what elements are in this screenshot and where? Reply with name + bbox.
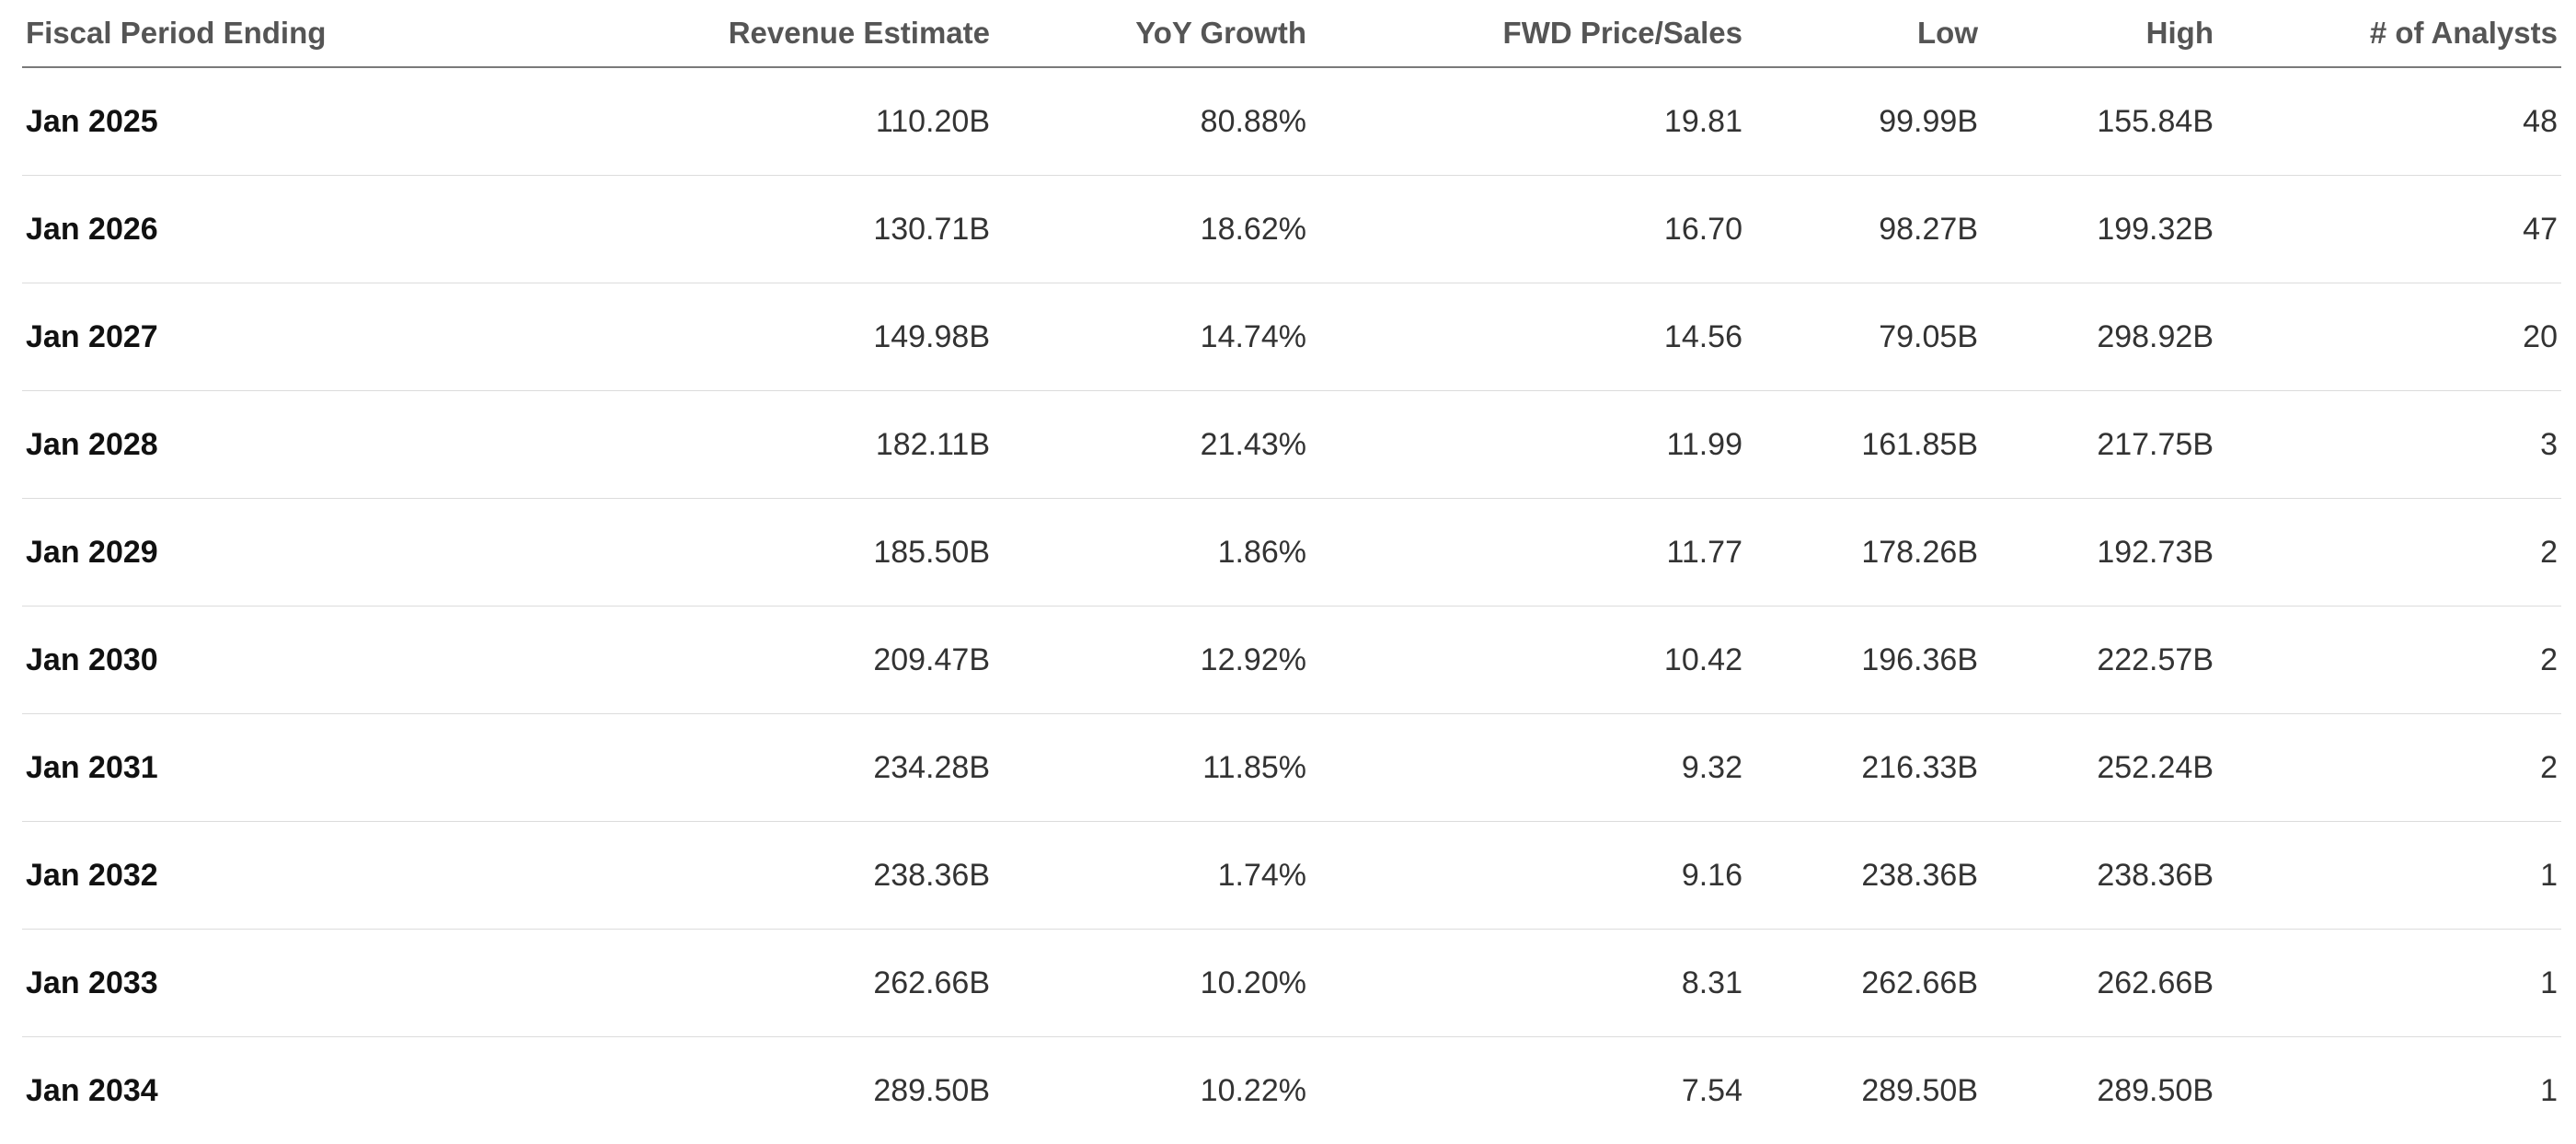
cell-low: 238.36B xyxy=(1746,822,1982,930)
cell-ps: 9.16 xyxy=(1310,822,1746,930)
cell-high: 155.84B xyxy=(1982,67,2217,176)
column-header-high[interactable]: High xyxy=(1982,0,2217,67)
cell-revenue: 238.36B xyxy=(592,822,994,930)
cell-ps: 11.77 xyxy=(1310,499,1746,607)
cell-period: Jan 2025 xyxy=(22,67,592,176)
cell-ps: 16.70 xyxy=(1310,176,1746,283)
cell-revenue: 182.11B xyxy=(592,391,994,499)
cell-high: 298.92B xyxy=(1982,283,2217,391)
cell-period: Jan 2028 xyxy=(22,391,592,499)
cell-period: Jan 2029 xyxy=(22,499,592,607)
cell-revenue: 209.47B xyxy=(592,607,994,714)
cell-ps: 11.99 xyxy=(1310,391,1746,499)
cell-revenue: 149.98B xyxy=(592,283,994,391)
cell-yoy: 12.92% xyxy=(994,607,1310,714)
column-header-low[interactable]: Low xyxy=(1746,0,1982,67)
cell-period: Jan 2033 xyxy=(22,930,592,1037)
cell-ps: 9.32 xyxy=(1310,714,1746,822)
column-header-fiscal-period[interactable]: Fiscal Period Ending xyxy=(22,0,592,67)
cell-high: 252.24B xyxy=(1982,714,2217,822)
cell-ps: 7.54 xyxy=(1310,1037,1746,1144)
cell-period: Jan 2026 xyxy=(22,176,592,283)
cell-period: Jan 2032 xyxy=(22,822,592,930)
cell-low: 196.36B xyxy=(1746,607,1982,714)
cell-yoy: 18.62% xyxy=(994,176,1310,283)
cell-low: 79.05B xyxy=(1746,283,1982,391)
cell-ps: 19.81 xyxy=(1310,67,1746,176)
cell-high: 222.57B xyxy=(1982,607,2217,714)
cell-revenue: 289.50B xyxy=(592,1037,994,1144)
cell-revenue: 262.66B xyxy=(592,930,994,1037)
cell-ps: 14.56 xyxy=(1310,283,1746,391)
cell-high: 238.36B xyxy=(1982,822,2217,930)
column-header-analysts[interactable]: # of Analysts xyxy=(2217,0,2561,67)
cell-ps: 10.42 xyxy=(1310,607,1746,714)
cell-period: Jan 2034 xyxy=(22,1037,592,1144)
cell-revenue: 185.50B xyxy=(592,499,994,607)
column-header-fwd-price-sales[interactable]: FWD Price/Sales xyxy=(1310,0,1746,67)
cell-yoy: 21.43% xyxy=(994,391,1310,499)
revenue-estimates-table: Fiscal Period Ending Revenue Estimate Yo… xyxy=(22,0,2561,1144)
cell-yoy: 10.22% xyxy=(994,1037,1310,1144)
cell-period: Jan 2031 xyxy=(22,714,592,822)
cell-yoy: 1.74% xyxy=(994,822,1310,930)
cell-low: 98.27B xyxy=(1746,176,1982,283)
cell-high: 289.50B xyxy=(1982,1037,2217,1144)
table-header: Fiscal Period Ending Revenue Estimate Yo… xyxy=(22,0,2561,67)
cell-revenue: 110.20B xyxy=(592,67,994,176)
cell-yoy: 80.88% xyxy=(994,67,1310,176)
cell-low: 178.26B xyxy=(1746,499,1982,607)
revenue-estimates-table-container: Fiscal Period Ending Revenue Estimate Yo… xyxy=(22,0,2561,1144)
cell-analysts: 48 xyxy=(2217,67,2561,176)
cell-analysts: 1 xyxy=(2217,930,2561,1037)
cell-revenue: 234.28B xyxy=(592,714,994,822)
cell-analysts: 1 xyxy=(2217,822,2561,930)
cell-period: Jan 2027 xyxy=(22,283,592,391)
cell-high: 192.73B xyxy=(1982,499,2217,607)
cell-low: 99.99B xyxy=(1746,67,1982,176)
cell-low: 216.33B xyxy=(1746,714,1982,822)
cell-analysts: 2 xyxy=(2217,499,2561,607)
cell-high: 199.32B xyxy=(1982,176,2217,283)
cell-yoy: 1.86% xyxy=(994,499,1310,607)
cell-high: 262.66B xyxy=(1982,930,2217,1037)
cell-high: 217.75B xyxy=(1982,391,2217,499)
cell-revenue: 130.71B xyxy=(592,176,994,283)
cell-yoy: 11.85% xyxy=(994,714,1310,822)
cell-analysts: 2 xyxy=(2217,714,2561,822)
cell-analysts: 47 xyxy=(2217,176,2561,283)
column-header-yoy-growth[interactable]: YoY Growth xyxy=(994,0,1310,67)
cell-yoy: 14.74% xyxy=(994,283,1310,391)
cell-low: 262.66B xyxy=(1746,930,1982,1037)
cell-ps: 8.31 xyxy=(1310,930,1746,1037)
header-row: Fiscal Period Ending Revenue Estimate Yo… xyxy=(22,0,2561,67)
cell-analysts: 2 xyxy=(2217,607,2561,714)
cell-yoy: 10.20% xyxy=(994,930,1310,1037)
cell-low: 161.85B xyxy=(1746,391,1982,499)
column-header-revenue-estimate[interactable]: Revenue Estimate xyxy=(592,0,994,67)
cell-analysts: 20 xyxy=(2217,283,2561,391)
cell-low: 289.50B xyxy=(1746,1037,1982,1144)
cell-analysts: 3 xyxy=(2217,391,2561,499)
cell-analysts: 1 xyxy=(2217,1037,2561,1144)
cell-period: Jan 2030 xyxy=(22,607,592,714)
